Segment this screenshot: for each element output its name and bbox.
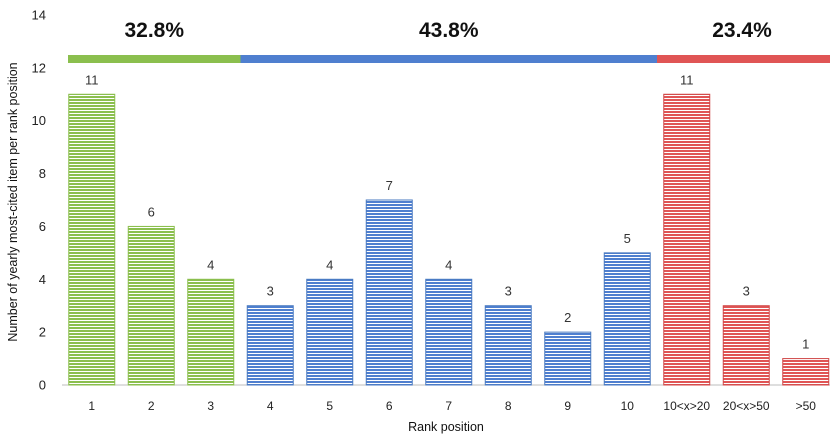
x-tick-label: 2	[148, 399, 155, 413]
x-tick-label: 6	[386, 399, 393, 413]
x-tick-label: 5	[326, 399, 333, 413]
data-label: 2	[564, 310, 571, 325]
bar	[365, 199, 413, 386]
y-tick-label: 10	[32, 113, 46, 128]
y-tick-label: 4	[39, 272, 46, 287]
bars: 11 6 4 3 4 7 4 3 2 5 11 3 1	[68, 72, 830, 386]
y-tick-label: 6	[39, 219, 46, 234]
bar	[663, 93, 711, 386]
data-label: 4	[207, 257, 214, 272]
y-tick-label: 8	[39, 166, 46, 181]
x-tick-label: 4	[267, 399, 274, 413]
data-label: 3	[505, 284, 512, 299]
y-tick-label: 2	[39, 325, 46, 340]
bar	[306, 278, 354, 386]
bar	[187, 278, 235, 386]
bar	[782, 358, 830, 386]
data-label: 4	[445, 257, 452, 272]
x-tick-label: 9	[564, 399, 571, 413]
bar	[544, 331, 592, 386]
data-label: 7	[386, 178, 393, 193]
data-label: 11	[680, 72, 694, 87]
y-axis-title-group: Number of yearly most-cited item per ran…	[6, 62, 20, 341]
data-label: 6	[148, 204, 155, 219]
group-percentage-label: 32.8%	[124, 19, 184, 42]
x-tick-label: 1	[88, 399, 95, 413]
data-label: 3	[743, 284, 750, 299]
x-tick-label: 3	[207, 399, 214, 413]
group-bands: 32.8% 43.8% 23.4%	[68, 19, 830, 63]
y-tick-label: 14	[32, 7, 46, 22]
x-tick-label: 10	[621, 399, 635, 413]
bar	[722, 305, 770, 386]
y-tick-label: 12	[32, 60, 46, 75]
bar	[246, 305, 294, 386]
bar	[603, 252, 651, 386]
x-tick-label: 20<x>50	[723, 399, 770, 413]
y-tick-label: 0	[39, 378, 46, 393]
data-label: 5	[624, 231, 631, 246]
x-tick-label: 7	[445, 399, 452, 413]
data-label: 3	[267, 284, 274, 299]
bar	[484, 305, 532, 386]
group-percentage-label: 43.8%	[419, 19, 479, 42]
y-axis-ticks: 0 2 4 6 8 10 12 14	[32, 7, 46, 392]
x-tick-label: 8	[505, 399, 512, 413]
data-label: 11	[85, 72, 99, 87]
x-axis-ticks: 1 2 3 4 5 6 7 8 9 10 10<x>20 20<x>50 >50	[88, 399, 816, 413]
group-band	[68, 55, 241, 63]
group-band	[240, 55, 657, 63]
x-tick-label: 10<x>20	[663, 399, 710, 413]
data-label: 4	[326, 257, 333, 272]
x-axis-title: Rank position	[408, 420, 484, 434]
data-label: 1	[802, 337, 809, 352]
group-percentage-label: 23.4%	[712, 19, 772, 42]
bar	[127, 225, 175, 386]
bar	[68, 93, 116, 386]
bar	[425, 278, 473, 386]
x-tick-label: >50	[796, 399, 817, 413]
group-band	[657, 55, 830, 63]
y-axis-title: Number of yearly most-cited item per ran…	[6, 62, 20, 341]
